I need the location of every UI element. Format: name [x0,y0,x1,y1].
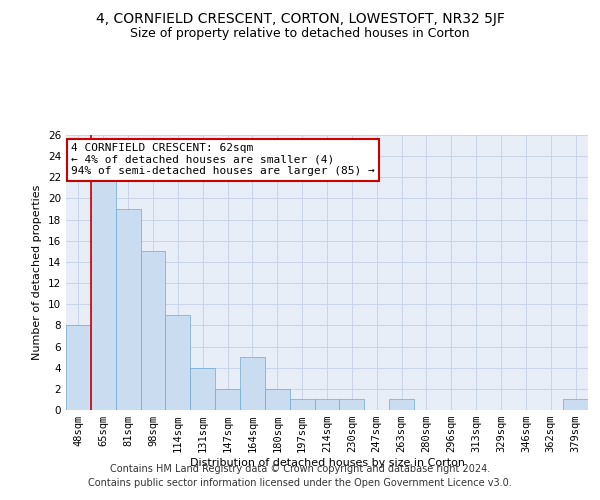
Bar [91,178,116,410]
Bar [265,389,290,410]
Bar [215,389,240,410]
Bar [389,400,414,410]
X-axis label: Distribution of detached houses by size in Corton: Distribution of detached houses by size … [190,458,464,468]
Bar [190,368,215,410]
Y-axis label: Number of detached properties: Number of detached properties [32,185,43,360]
Bar [290,400,314,410]
Bar [140,252,166,410]
Text: 4 CORNFIELD CRESCENT: 62sqm
← 4% of detached houses are smaller (4)
94% of semi-: 4 CORNFIELD CRESCENT: 62sqm ← 4% of deta… [71,143,375,176]
Text: 4, CORNFIELD CRESCENT, CORTON, LOWESTOFT, NR32 5JF: 4, CORNFIELD CRESCENT, CORTON, LOWESTOFT… [95,12,505,26]
Bar [66,326,91,410]
Bar [166,315,190,410]
Text: Size of property relative to detached houses in Corton: Size of property relative to detached ho… [130,28,470,40]
Bar [240,357,265,410]
Text: Contains HM Land Registry data © Crown copyright and database right 2024.
Contai: Contains HM Land Registry data © Crown c… [88,464,512,487]
Bar [116,209,140,410]
Bar [314,400,340,410]
Bar [340,400,364,410]
Bar [563,400,588,410]
